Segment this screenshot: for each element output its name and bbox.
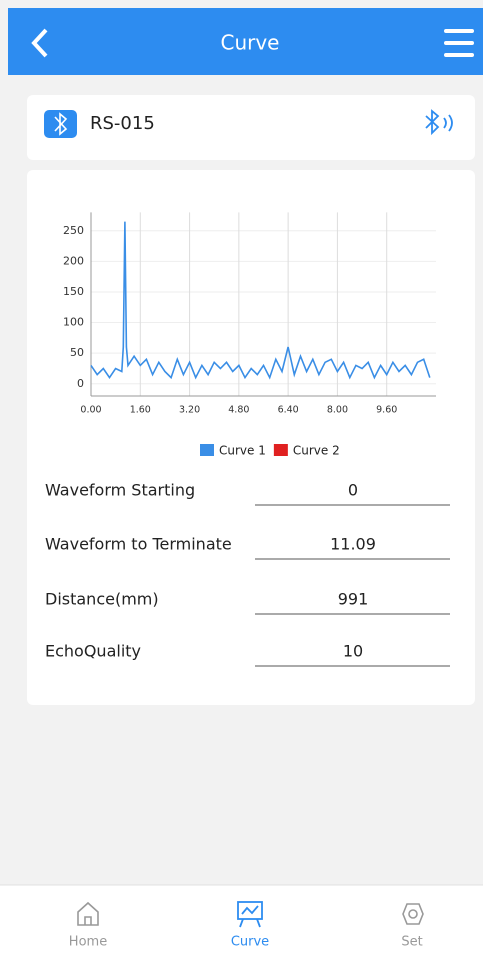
field-label: EchoQuality (45, 642, 141, 661)
field-value: 11.09 (330, 535, 376, 554)
field-value: 991 (338, 590, 369, 609)
legend-label: Curve 1 (219, 444, 266, 458)
x-tick-label: 1.60 (130, 405, 151, 416)
field-label: Waveform Starting (45, 481, 195, 500)
y-tick-label: 50 (70, 346, 84, 359)
y-tick-label: 250 (63, 224, 84, 237)
y-tick-label: 150 (63, 285, 84, 298)
field-value: 0 (348, 481, 358, 500)
y-tick-label: 200 (63, 254, 84, 267)
nav-curve[interactable]: Curve (231, 935, 269, 950)
x-tick-label: 0.00 (80, 405, 101, 416)
y-tick-label: 0 (77, 377, 84, 390)
x-tick-label: 4.80 (228, 405, 249, 416)
x-tick-label: 3.20 (179, 405, 200, 416)
field-label: Distance(mm) (45, 590, 159, 609)
x-tick-label: 8.00 (327, 405, 348, 416)
legend-label: Curve 2 (293, 444, 340, 458)
legend-swatch (274, 444, 288, 456)
chart-card (27, 170, 475, 705)
header-title: Curve (220, 31, 279, 55)
field-value: 10 (343, 642, 363, 661)
x-tick-label: 9.60 (376, 405, 397, 416)
screen: Curve RS-015 0501001502002500.001.603.20… (0, 0, 483, 960)
nav-home[interactable]: Home (69, 935, 107, 950)
y-tick-label: 100 (63, 316, 84, 329)
field-label: Waveform to Terminate (45, 535, 232, 554)
x-tick-label: 6.40 (278, 405, 299, 416)
device-name: RS-015 (90, 113, 155, 134)
nav-set[interactable]: Set (401, 935, 422, 950)
legend-swatch (200, 444, 214, 456)
